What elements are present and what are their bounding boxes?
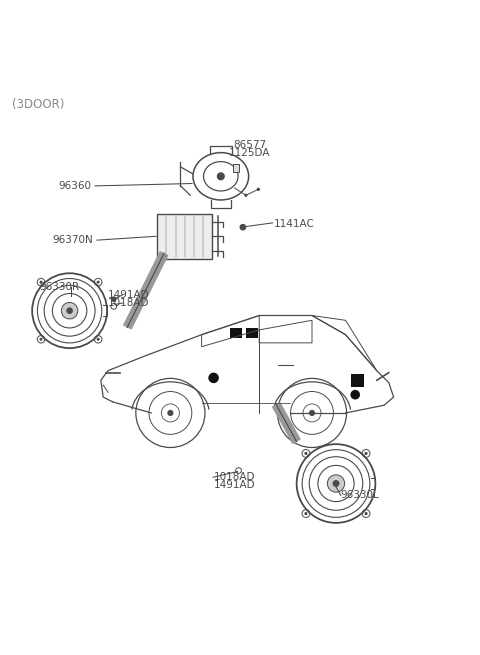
Circle shape — [67, 308, 72, 313]
Bar — [351, 373, 364, 387]
Circle shape — [217, 173, 224, 179]
Text: 96370N: 96370N — [53, 235, 94, 245]
Circle shape — [96, 280, 100, 284]
Text: 1141AC: 1141AC — [274, 219, 314, 229]
Circle shape — [364, 512, 368, 515]
Circle shape — [168, 410, 173, 416]
Circle shape — [304, 452, 308, 455]
Text: 1491AD: 1491AD — [108, 290, 150, 300]
Circle shape — [333, 481, 339, 486]
Circle shape — [257, 187, 260, 191]
Text: (3DOOR): (3DOOR) — [12, 98, 64, 111]
Bar — [246, 328, 258, 338]
Text: 1018AD: 1018AD — [108, 298, 149, 308]
Circle shape — [240, 224, 246, 231]
Circle shape — [96, 338, 100, 341]
Circle shape — [111, 296, 117, 302]
Circle shape — [39, 280, 43, 284]
Circle shape — [350, 390, 360, 400]
Text: 1125DA: 1125DA — [229, 148, 270, 159]
Circle shape — [39, 338, 43, 341]
Circle shape — [309, 410, 315, 416]
Text: 1018AD: 1018AD — [214, 472, 255, 482]
Circle shape — [327, 475, 345, 492]
Bar — [230, 328, 242, 338]
Text: 1491AD: 1491AD — [214, 480, 255, 491]
Circle shape — [208, 373, 219, 383]
Circle shape — [244, 194, 248, 197]
Text: 96360: 96360 — [58, 181, 91, 191]
Circle shape — [364, 452, 368, 455]
Text: 96330R: 96330R — [39, 282, 80, 291]
Circle shape — [61, 303, 78, 319]
Text: 86577: 86577 — [233, 140, 266, 150]
Bar — [157, 214, 212, 259]
Circle shape — [304, 512, 308, 515]
FancyBboxPatch shape — [233, 164, 240, 172]
Text: 96330L: 96330L — [341, 491, 380, 500]
